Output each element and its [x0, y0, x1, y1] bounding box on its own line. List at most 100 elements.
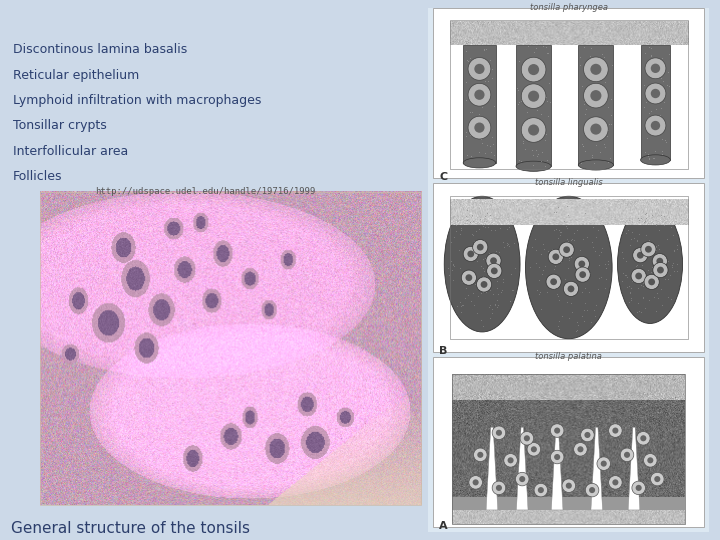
Point	[520, 144, 531, 153]
Point	[480, 77, 491, 85]
Point	[466, 107, 477, 116]
Point	[579, 254, 590, 263]
Circle shape	[647, 457, 653, 463]
Point	[651, 288, 662, 297]
Circle shape	[585, 432, 590, 438]
Point	[639, 49, 651, 57]
Point	[626, 277, 638, 286]
Point	[544, 78, 555, 87]
Point	[590, 94, 601, 103]
Point	[601, 125, 613, 134]
Point	[563, 314, 575, 322]
Point	[565, 253, 577, 261]
Point	[597, 50, 608, 58]
Point	[462, 56, 473, 65]
Point	[527, 145, 539, 154]
Point	[491, 302, 503, 311]
Point	[478, 46, 490, 55]
Circle shape	[521, 84, 546, 109]
Ellipse shape	[444, 196, 520, 332]
Point	[593, 273, 605, 282]
Point	[521, 96, 532, 104]
Point	[515, 157, 526, 166]
Point	[595, 273, 606, 282]
Point	[657, 54, 668, 63]
Point	[634, 230, 645, 239]
Point	[465, 244, 477, 252]
Circle shape	[477, 452, 483, 458]
Point	[600, 87, 612, 96]
Ellipse shape	[618, 205, 683, 323]
Point	[565, 281, 577, 289]
Point	[527, 72, 539, 80]
Point	[537, 266, 549, 274]
Point	[526, 103, 538, 112]
Point	[487, 289, 498, 298]
Point	[491, 295, 503, 304]
Circle shape	[528, 91, 539, 102]
Point	[541, 274, 553, 283]
Point	[600, 78, 611, 86]
Point	[603, 256, 614, 265]
Point	[616, 277, 628, 286]
Point	[578, 306, 590, 314]
Point	[464, 53, 476, 62]
Point	[667, 263, 678, 272]
Point	[579, 316, 590, 325]
Point	[598, 53, 610, 62]
Point	[562, 211, 574, 220]
Point	[472, 82, 484, 91]
Circle shape	[644, 454, 657, 467]
Point	[507, 286, 518, 294]
Point	[652, 240, 663, 249]
Point	[454, 246, 465, 254]
Point	[628, 234, 639, 242]
Point	[668, 267, 680, 275]
Point	[632, 299, 644, 307]
Point	[554, 227, 566, 236]
Point	[534, 287, 545, 296]
Point	[484, 56, 495, 64]
Point	[480, 122, 492, 130]
Point	[477, 255, 489, 264]
Point	[463, 96, 474, 104]
Point	[596, 243, 608, 252]
Bar	[641, 45, 670, 160]
Point	[553, 234, 564, 242]
Circle shape	[657, 258, 663, 265]
Point	[655, 123, 667, 131]
Point	[490, 301, 501, 309]
Point	[652, 259, 663, 268]
Point	[483, 302, 495, 311]
Point	[587, 223, 598, 232]
Circle shape	[477, 277, 492, 292]
Point	[657, 134, 668, 143]
Point	[461, 128, 472, 137]
Point	[633, 284, 644, 292]
Point	[498, 242, 510, 251]
Point	[455, 226, 467, 235]
Point	[642, 151, 653, 160]
Bar	[433, 357, 704, 527]
Point	[479, 73, 490, 82]
Point	[492, 301, 504, 309]
Point	[567, 308, 578, 317]
Circle shape	[612, 428, 618, 434]
Point	[540, 161, 552, 170]
Point	[662, 81, 673, 90]
Point	[665, 294, 677, 303]
Point	[662, 275, 674, 284]
Point	[475, 315, 487, 324]
Circle shape	[516, 472, 529, 486]
Point	[630, 273, 642, 282]
Point	[632, 267, 644, 275]
Point	[636, 214, 647, 222]
Circle shape	[474, 64, 485, 74]
Point	[588, 306, 600, 314]
Point	[503, 241, 515, 250]
Point	[585, 57, 597, 65]
Point	[478, 266, 490, 275]
Point	[497, 238, 508, 246]
Point	[553, 295, 564, 304]
Point	[650, 246, 662, 255]
